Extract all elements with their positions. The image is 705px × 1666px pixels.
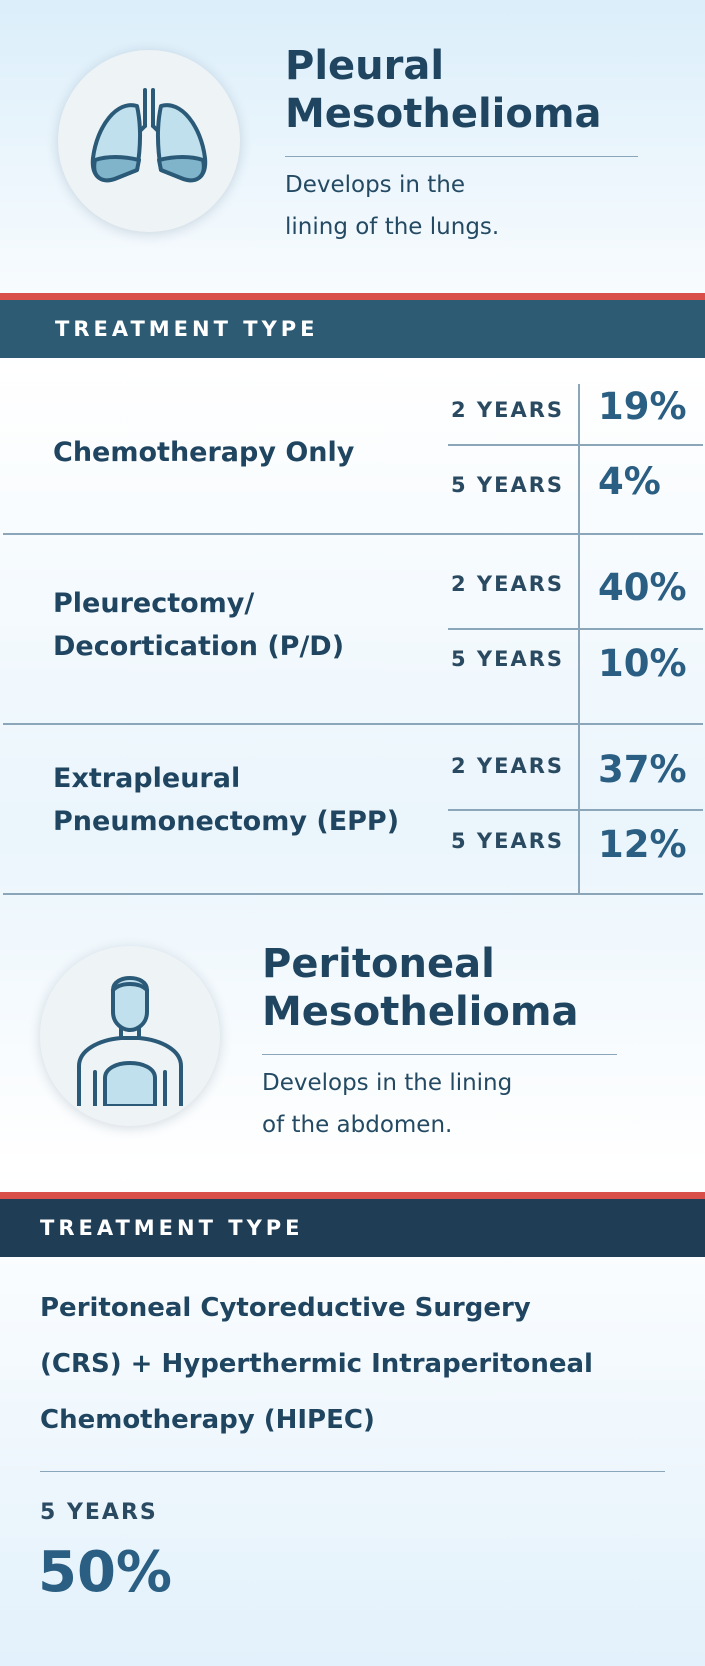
treatment-name-chemotherapy: Chemotherapy Only xyxy=(53,431,354,474)
row3-2year-value: 37% xyxy=(598,748,687,791)
pleural-desc-line2: lining of the lungs. xyxy=(285,214,500,240)
row1-5year-label: 5 YEARS xyxy=(451,473,565,497)
peritoneal-title-line2: Mesothelioma xyxy=(262,989,579,1035)
row3-2year-label: 2 YEARS xyxy=(451,754,565,778)
lungs-icon xyxy=(90,88,208,183)
peritoneal-treatment-header: TREATMENT TYPE xyxy=(0,1199,705,1257)
treatment-name-line1: Chemotherapy Only xyxy=(53,437,355,468)
row1-5year-value: 4% xyxy=(598,460,661,503)
person-icon-circle xyxy=(40,946,220,1126)
row1-divider xyxy=(3,533,703,535)
peritoneal-title-divider xyxy=(262,1054,617,1055)
peritoneal-treatment-header-label: TREATMENT TYPE xyxy=(40,1216,304,1240)
crs-divider xyxy=(40,1471,665,1472)
crs-name-line2: (CRS) + Hyperthermic Intraperitoneal xyxy=(40,1349,593,1379)
lungs-icon-circle xyxy=(58,50,240,232)
row2-2year-label: 2 YEARS xyxy=(451,572,565,596)
pleural-treatment-header: TREATMENT TYPE xyxy=(0,300,705,358)
treatment-name-pd: Pleurectomy/ Decortication (P/D) xyxy=(53,582,344,668)
row3-5year-value: 12% xyxy=(598,823,687,866)
peritoneal-accent-line xyxy=(0,1192,705,1199)
row1-2year-value: 19% xyxy=(598,385,687,428)
row2-divider xyxy=(3,723,703,725)
row3-divider xyxy=(3,893,703,895)
peritoneal-title: Peritoneal Mesothelioma xyxy=(262,940,579,1036)
row2-2year-value: 40% xyxy=(598,566,687,609)
treatment-name-line1: Extrapleural xyxy=(53,763,241,794)
peritoneal-desc-line1: Develops in the lining xyxy=(262,1070,513,1096)
pleural-title: Pleural Mesothelioma xyxy=(285,42,602,138)
person-abdomen-icon xyxy=(77,976,183,1106)
pleural-description: Develops in the lining of the lungs. xyxy=(285,164,499,248)
pleural-desc-line1: Develops in the xyxy=(285,172,466,198)
peritoneal-description: Develops in the lining of the abdomen. xyxy=(262,1062,512,1146)
row1-inner-divider xyxy=(448,444,703,446)
table-column-divider xyxy=(578,384,580,893)
row2-5year-value: 10% xyxy=(598,642,687,685)
row2-5year-label: 5 YEARS xyxy=(451,647,565,671)
pleural-title-divider xyxy=(285,156,638,157)
pleural-accent-line xyxy=(0,293,705,300)
row3-5year-label: 5 YEARS xyxy=(451,829,565,853)
treatment-name-crs-hipec: Peritoneal Cytoreductive Surgery (CRS) +… xyxy=(40,1280,680,1448)
peritoneal-desc-line2: of the abdomen. xyxy=(262,1112,453,1138)
pleural-title-line1: Pleural xyxy=(285,43,445,89)
crs-5year-label: 5 YEARS xyxy=(40,1500,158,1525)
peritoneal-title-line1: Peritoneal xyxy=(262,941,495,987)
pleural-treatment-header-label: TREATMENT TYPE xyxy=(55,317,319,341)
treatment-name-line2: Decortication (P/D) xyxy=(53,631,345,662)
crs-name-line3: Chemotherapy (HIPEC) xyxy=(40,1405,375,1435)
row2-inner-divider xyxy=(448,628,703,630)
treatment-name-line1: Pleurectomy/ xyxy=(53,588,255,619)
row3-inner-divider xyxy=(448,809,703,811)
row1-2year-label: 2 YEARS xyxy=(451,398,565,422)
treatment-name-epp: Extrapleural Pneumonectomy (EPP) xyxy=(53,757,399,843)
crs-name-line1: Peritoneal Cytoreductive Surgery xyxy=(40,1293,531,1323)
pleural-title-line2: Mesothelioma xyxy=(285,91,602,137)
treatment-name-line2: Pneumonectomy (EPP) xyxy=(53,806,400,837)
crs-5year-value: 50% xyxy=(38,1540,173,1605)
